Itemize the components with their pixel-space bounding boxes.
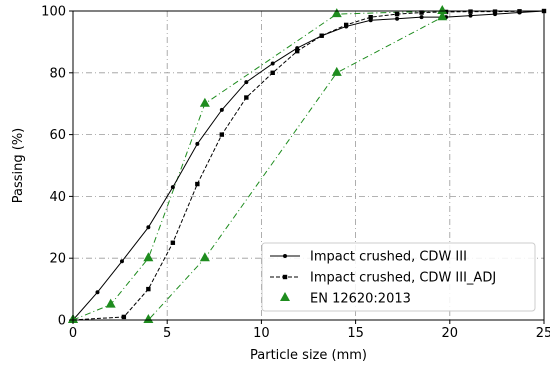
envelope-upper-point <box>105 298 116 308</box>
y-tick-label: 20 <box>49 252 66 267</box>
envelope-upper-point <box>331 8 342 18</box>
series-1-point <box>170 185 175 190</box>
series-1-point <box>119 259 124 264</box>
legend-label: Impact crushed, CDW III_ADJ <box>310 271 496 286</box>
series-1-point <box>419 15 424 20</box>
envelope-upper-point <box>199 97 210 107</box>
envelope-upper-point <box>437 5 448 15</box>
x-tick-label: 5 <box>163 326 171 341</box>
series-1-point <box>468 13 473 18</box>
series-1-point <box>395 16 400 21</box>
series-1-point <box>270 61 275 66</box>
series-2-point <box>368 14 373 20</box>
plot-frame <box>72 10 545 321</box>
series-1-point <box>146 225 151 230</box>
envelope-upper-point <box>143 252 154 262</box>
series-2-point <box>294 48 300 54</box>
series-2-point <box>170 240 176 245</box>
envelope-lower-point <box>143 314 154 324</box>
series-2-point <box>244 95 249 100</box>
series-2-point <box>492 9 498 14</box>
envelope-lower-point <box>331 66 342 76</box>
envelope-lower-point <box>437 11 448 21</box>
legend-label: Impact crushed, CDW III <box>310 250 467 265</box>
legend-marker <box>283 254 287 258</box>
series-2-point <box>319 33 324 38</box>
legend-marker <box>282 274 288 280</box>
y-axis-label: Passing (%) <box>11 128 26 204</box>
legend-marker <box>280 292 290 302</box>
series-layer <box>68 5 547 324</box>
y-tick-label: 100 <box>41 5 66 20</box>
legend-box <box>261 242 536 312</box>
legend: Impact crushed, CDW III Impact crushed, C… <box>261 242 536 312</box>
series-2-point <box>219 132 225 137</box>
x-axis-label: Particle size (mm) <box>250 348 367 363</box>
series-2-point <box>121 314 127 320</box>
y-tick-label: 0 <box>58 314 66 329</box>
series-2-point <box>270 70 275 75</box>
legend-label: EN 12620:2013 <box>310 292 411 307</box>
axis-ticks: 0 5 10 15 20 25 0 20 40 60 80 100 <box>41 5 550 342</box>
series-2-point <box>419 10 424 15</box>
series-2-point <box>195 181 200 187</box>
series-1-point <box>244 80 249 85</box>
series-1-point <box>95 290 100 295</box>
x-tick-label: 15 <box>347 326 364 341</box>
series-1-point <box>219 107 224 112</box>
series-2-point <box>343 22 349 28</box>
series-2-point <box>394 11 400 17</box>
x-tick-label: 0 <box>69 326 77 341</box>
x-tick-label: 25 <box>536 326 550 341</box>
y-tick-label: 80 <box>49 66 66 81</box>
y-tick-label: 60 <box>49 128 66 143</box>
series-1-line <box>72 10 545 321</box>
x-tick-label: 20 <box>442 326 459 341</box>
series-2-point <box>146 286 151 292</box>
x-tick-label: 10 <box>253 326 270 341</box>
envelope-lower-point <box>199 252 210 262</box>
series-1-point <box>195 141 200 146</box>
y-tick-label: 40 <box>49 190 66 205</box>
series-2-point <box>468 9 473 14</box>
